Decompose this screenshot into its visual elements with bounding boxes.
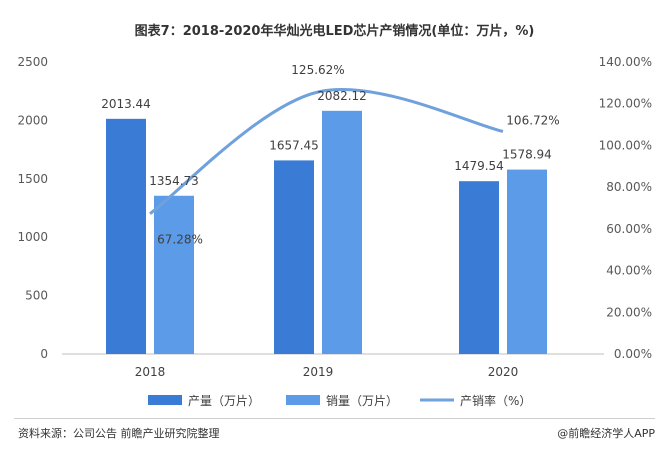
bar-data-label: 2013.44 — [101, 97, 151, 111]
category-labels: 2018 2019 2020 — [135, 365, 519, 379]
left-tick-label: 2500 — [17, 55, 48, 69]
source-note: 资料来源：公司公告 前瞻产业研究院整理 — [18, 427, 220, 440]
legend: 产量（万片） 销量（万片） 产销率（%） — [148, 393, 531, 408]
left-tick-label: 0 — [40, 347, 48, 361]
right-axis: 0.00% 20.00% 40.00% 60.00% 80.00% 100.00% 120.… — [599, 55, 652, 361]
line-data-label: 67.28% — [157, 233, 203, 247]
category-label: 2020 — [488, 365, 519, 379]
legend-label: 产销率（%） — [460, 393, 531, 408]
right-tick-label: 100.00% — [599, 138, 652, 152]
left-tick-label: 1500 — [17, 172, 48, 186]
line-data-label: 106.72% — [506, 113, 559, 127]
bar-data-label: 1657.45 — [269, 138, 319, 152]
right-tick-label: 120.00% — [599, 97, 652, 111]
brand-label: @前瞻经济学人APP — [557, 427, 655, 440]
legend-label: 销量（万片） — [326, 394, 398, 408]
right-tick-label: 40.00% — [606, 264, 652, 278]
bar — [274, 160, 314, 354]
legend-swatch — [148, 395, 182, 405]
chart-title: 图表7：2018-2020年华灿光电LED芯片产销情况(单位：万片，%) — [134, 24, 535, 39]
right-tick-label: 80.00% — [606, 180, 652, 194]
bar-data-label: 1578.94 — [502, 148, 552, 162]
footer-divider — [14, 418, 655, 419]
legend-swatch — [286, 395, 320, 405]
rate-line — [149, 87, 504, 215]
legend-label: 产量（万片） — [188, 394, 260, 408]
bar-data-label: 2082.12 — [317, 89, 367, 103]
bar — [106, 118, 146, 355]
right-tick-label: 60.00% — [606, 222, 652, 236]
bar-series — [106, 110, 547, 355]
left-tick-label: 1000 — [17, 230, 48, 244]
bar-data-label: 1479.54 — [454, 159, 504, 173]
right-tick-label: 140.00% — [599, 55, 652, 69]
left-tick-label: 2000 — [17, 113, 48, 127]
bar — [459, 181, 499, 354]
category-label: 2018 — [135, 365, 166, 379]
bar — [322, 110, 362, 355]
data-labels: 2013.44 1657.45 1479.54 1354.73 2082.12 1578.… — [101, 63, 560, 247]
right-tick-label: 0.00% — [614, 347, 652, 361]
bar — [154, 195, 194, 354]
category-label: 2019 — [303, 365, 334, 379]
line-series — [149, 87, 504, 215]
bar-data-label: 1354.73 — [149, 174, 199, 188]
line-data-label: 125.62% — [291, 63, 344, 77]
bar — [507, 169, 547, 354]
left-tick-label: 500 — [25, 289, 48, 303]
right-tick-label: 20.00% — [606, 305, 652, 319]
